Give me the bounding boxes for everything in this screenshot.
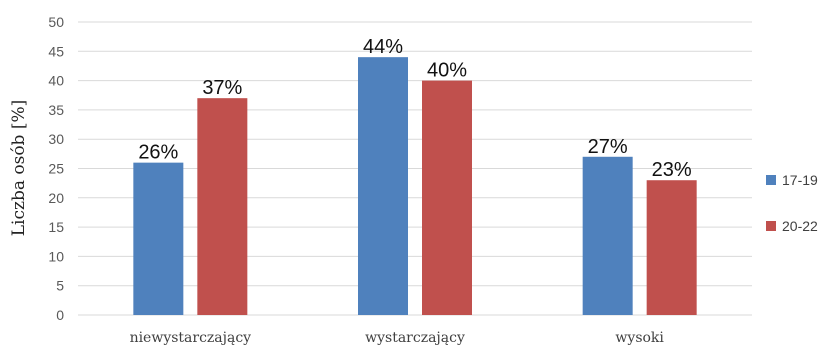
bar-20-22-1 [422, 80, 472, 315]
y-tick-label: 10 [48, 248, 64, 264]
y-tick-label: 50 [48, 14, 64, 30]
data-label: 27% [588, 136, 628, 158]
bars [133, 57, 697, 316]
y-tick-label: 45 [48, 43, 64, 59]
data-label: 26% [138, 142, 178, 164]
legend-label: 17-19 [782, 172, 818, 188]
x-category-label: wysoki [615, 330, 664, 346]
y-tick-label: 25 [48, 161, 64, 177]
bar-20-22-0 [197, 98, 248, 316]
x-axis-categories: niewystarczający wystarczający wysoki [130, 330, 665, 346]
legend: 17-19 20-22 [766, 172, 818, 234]
y-axis-label: Liczba osób [%] [9, 100, 29, 237]
y-tick-label: 30 [48, 131, 64, 147]
gridlines [78, 21, 752, 316]
x-category-label: wystarczający [365, 330, 465, 346]
y-tick-label: 0 [56, 307, 64, 323]
y-tick-label: 15 [48, 219, 64, 235]
y-tick-label: 20 [48, 190, 64, 206]
legend-swatch [766, 175, 776, 185]
bar-17-19-0 [133, 162, 184, 315]
data-label: 23% [652, 159, 692, 181]
data-labels: 26% 37% 44% 40% 27% 23% [138, 36, 692, 181]
y-tick-label: 40 [48, 73, 64, 89]
bar-17-19-2 [582, 156, 633, 315]
y-tick-label: 5 [56, 278, 64, 294]
legend-swatch [766, 221, 776, 231]
data-label: 37% [202, 77, 242, 99]
y-tick-label: 35 [48, 102, 64, 118]
x-category-label: niewystarczający [130, 330, 252, 346]
legend-label: 20-22 [782, 218, 818, 234]
bar-17-19-1 [358, 57, 408, 315]
y-axis-ticks: 0 5 10 15 20 25 30 35 40 45 50 [48, 14, 64, 323]
data-label: 40% [427, 60, 467, 82]
data-label: 44% [363, 36, 403, 58]
bar-20-22-2 [646, 180, 697, 315]
